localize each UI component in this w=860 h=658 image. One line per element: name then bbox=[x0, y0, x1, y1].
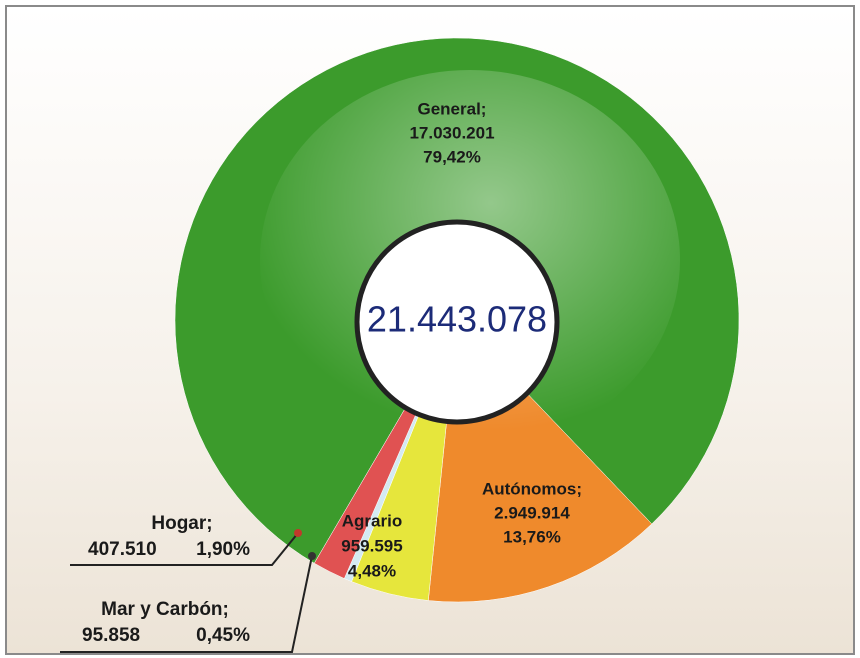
slice-label: Autónomos; bbox=[482, 479, 582, 498]
leader-line bbox=[70, 532, 299, 566]
leader-dot bbox=[308, 552, 316, 560]
percent-label: 13,76% bbox=[503, 527, 561, 546]
center-label: 21.443.078 bbox=[367, 299, 547, 340]
slice-label: General; bbox=[418, 99, 487, 118]
value-label: 407.510 bbox=[88, 539, 157, 560]
value-label: 2.949.914 bbox=[494, 503, 570, 522]
percent-label: 79,42% bbox=[423, 147, 481, 166]
leader-line bbox=[60, 555, 313, 653]
value-label: 959.595 bbox=[341, 536, 402, 555]
value-label: 17.030.201 bbox=[409, 123, 494, 142]
percent-label: 0,45% bbox=[196, 625, 250, 646]
percent-label: 1,90% bbox=[196, 539, 250, 560]
slice-label: Agrario bbox=[342, 511, 402, 530]
percent-label: 4,48% bbox=[348, 561, 396, 580]
slice-label: Hogar; bbox=[151, 513, 212, 534]
value-label: 95.858 bbox=[82, 625, 140, 646]
leader-dot bbox=[294, 529, 302, 537]
slice-label: Mar y Carbón; bbox=[101, 599, 229, 620]
donut-hole bbox=[354, 219, 560, 425]
